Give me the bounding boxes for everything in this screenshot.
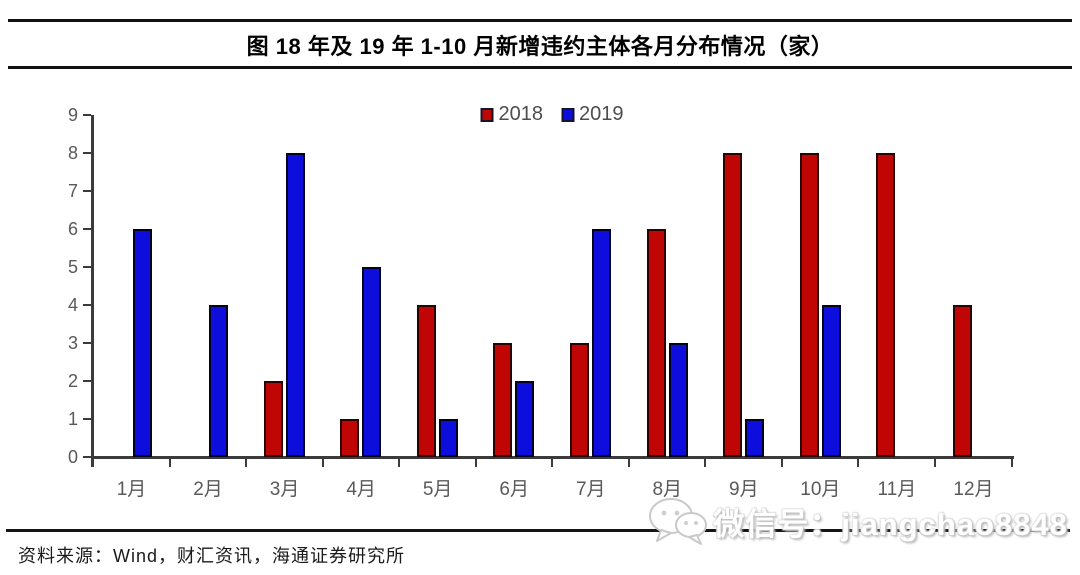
source-divider-rule: [6, 529, 1070, 532]
y-tick-label: 5: [67, 257, 78, 277]
bar-2018-8月: [646, 229, 666, 457]
legend-item-2019: 2019: [561, 103, 624, 126]
y-tick-label: 2: [67, 371, 78, 391]
y-tick-label: 4: [67, 295, 78, 315]
x-tick: [857, 458, 860, 467]
x-axis-label: 5月: [422, 479, 453, 500]
x-tick: [704, 458, 707, 467]
y-tick-label: 3: [67, 333, 78, 353]
bar-2019-3月: [285, 153, 305, 457]
x-tick: [1010, 458, 1013, 467]
bar-2019-2月: [209, 305, 229, 457]
x-tick: [551, 458, 554, 467]
y-axis-line: [91, 115, 94, 467]
bar-2018-3月: [263, 381, 283, 457]
y-tick-label: 0: [67, 447, 78, 467]
y-tick: [83, 418, 91, 420]
y-tick: [83, 456, 91, 458]
title-top-rule: [8, 19, 1072, 22]
x-axis-label: 6月: [499, 479, 529, 500]
y-tick: [83, 342, 91, 344]
x-axis-label: 3月: [269, 479, 300, 500]
chart-legend: 2018 2019: [480, 103, 624, 126]
bar-2019-6月: [515, 381, 535, 457]
y-tick: [83, 190, 91, 192]
legend-swatch-2019: [561, 107, 574, 122]
x-tick: [780, 458, 783, 467]
y-tick-label: 6: [67, 219, 78, 239]
bar-2019-5月: [438, 419, 458, 457]
x-tick: [398, 458, 401, 467]
bar-2019-7月: [592, 229, 612, 457]
bar-2019-4月: [362, 267, 382, 457]
x-axis-label: 7月: [575, 479, 606, 500]
bar-2018-5月: [416, 305, 436, 457]
bar-2019-9月: [745, 419, 765, 457]
y-tick-label: 1: [67, 409, 78, 429]
bar-2018-6月: [493, 343, 513, 457]
x-tick: [321, 458, 324, 467]
y-tick: [83, 152, 91, 154]
bar-2018-12月: [952, 305, 972, 457]
x-axis-label: 1月: [116, 479, 147, 500]
bar-2018-9月: [723, 153, 743, 457]
y-tick: [83, 304, 91, 306]
bar-2018-4月: [340, 419, 360, 457]
legend-label-2019: 2019: [579, 103, 624, 125]
y-tick: [83, 114, 91, 116]
watermark: 微信号：jiangchao8848: [647, 494, 1068, 548]
wechat-icon: [649, 498, 708, 545]
x-tick: [92, 458, 94, 467]
bar-2018-7月: [570, 343, 590, 457]
x-axis-label: 10月: [800, 479, 841, 500]
x-axis-label: 2月: [193, 479, 223, 500]
figure-title: 图 18 年及 19 年 1-10 月新增违约主体各月分布情况（家）: [246, 34, 834, 59]
bar-2019-8月: [668, 343, 688, 457]
source-note: 资料来源：Wind，财汇资讯，海通证券研究所: [18, 546, 406, 566]
y-tick: [83, 228, 91, 230]
y-tick: [83, 266, 91, 268]
x-tick: [474, 458, 477, 467]
x-tick: [627, 458, 630, 467]
x-axis-label: 8月: [652, 479, 683, 500]
bar-2019-1月: [132, 229, 152, 457]
x-tick: [168, 458, 171, 467]
x-axis-label: 11月: [877, 479, 917, 500]
x-tick: [245, 458, 248, 467]
bar-2018-10月: [799, 153, 819, 457]
bar-2019-10月: [821, 305, 841, 457]
title-bottom-rule: [8, 66, 1072, 69]
x-tick: [933, 458, 936, 467]
x-axis-line: [91, 456, 1014, 459]
y-tick: [83, 380, 91, 382]
legend-swatch-2018: [480, 107, 494, 122]
x-axis-label: 9月: [729, 479, 759, 500]
x-axis-label: 12月: [953, 479, 994, 500]
y-tick-label: 9: [67, 105, 78, 125]
legend-item-2018: 2018: [480, 103, 544, 126]
bar-2018-11月: [876, 153, 896, 457]
y-tick-label: 8: [67, 143, 78, 163]
watermark-text: 微信号：jiangchao8848: [713, 506, 1068, 542]
x-axis-label: 4月: [346, 479, 376, 500]
y-tick-label: 7: [67, 181, 78, 201]
legend-label-2018: 2018: [498, 103, 544, 125]
